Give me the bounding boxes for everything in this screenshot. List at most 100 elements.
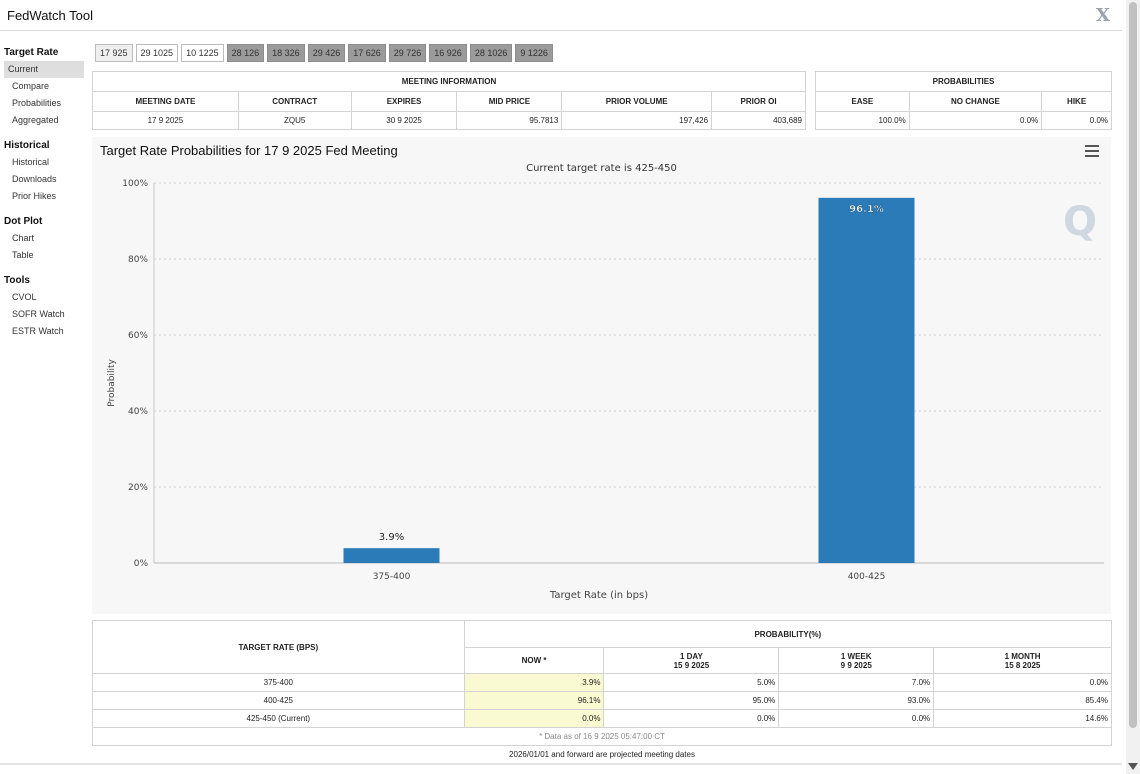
now-label: NOW *	[521, 656, 547, 665]
column-header: CONTRACT	[237, 91, 352, 112]
column-header: EXPIRES	[350, 91, 458, 112]
table-row: 17 9 2025 ZQU5 30 9 2025 95.7813 197,426…	[92, 111, 806, 130]
title-bar: FedWatch Tool X	[0, 0, 1122, 31]
y-tick-label: 40%	[128, 407, 148, 417]
rate-cell: 425-450 (Current)	[92, 709, 465, 728]
contract-cell: ZQU5	[237, 111, 352, 130]
probability-column-header: PROBABILITY(%)	[463, 620, 1113, 648]
column-header: PRIOR OI	[711, 91, 806, 112]
bottom-divider	[0, 763, 1122, 765]
now-column-header: NOW *	[463, 647, 605, 674]
tab-meeting-date[interactable]: 28 1026	[469, 44, 513, 62]
table-row: 375-400 3.9% 5.0% 7.0% 0.0%	[92, 673, 1112, 692]
sidebar-item-historical[interactable]: Historical	[12, 157, 50, 167]
close-icon[interactable]: X	[1096, 5, 1110, 26]
bar-data-label: 3.9%	[379, 532, 404, 543]
one-month-column-header: 1 MONTH 15 8 2025	[933, 647, 1112, 674]
chart-subtitle: Current target rate is 425-450	[526, 163, 677, 174]
expires-cell: 30 9 2025	[350, 111, 458, 130]
mid-price-cell: 95.7813	[456, 111, 563, 130]
sidebar-item-compare[interactable]: Compare	[12, 81, 50, 91]
hike-cell: 0.0%	[1041, 111, 1112, 130]
column-header: NO CHANGE	[908, 91, 1043, 112]
chart-menu-icon[interactable]	[1085, 145, 1099, 157]
scroll-down-arrow-icon[interactable]	[1128, 763, 1138, 770]
q-watermark-logo: Q	[1063, 199, 1097, 245]
meeting-info-header: MEETING INFORMATION	[92, 71, 806, 92]
now-cell: 3.9%	[463, 673, 605, 692]
probability-chart: Target Rate Probabilities for 17 9 2025 …	[92, 137, 1111, 614]
y-tick-label: 80%	[128, 255, 148, 265]
table-row: 425-450 (Current) 0.0% 0.0% 0.0% 14.6%	[92, 709, 1112, 728]
sidebar-item-sofr-watch[interactable]: SOFR Watch	[12, 309, 65, 319]
sidebar-heading-target-rate: Target Rate	[4, 47, 59, 58]
rate-cell: 375-400	[92, 673, 465, 692]
tab-meeting-date[interactable]: 9 1226	[515, 44, 553, 62]
ease-cell: 100.0%	[815, 111, 910, 130]
y-tick-label: 20%	[128, 483, 148, 493]
one-day-cell: 0.0%	[603, 709, 780, 728]
y-axis-title: Probability	[107, 359, 117, 407]
y-tick-label: 60%	[128, 331, 148, 341]
sidebar-item-cvol[interactable]: CVOL	[12, 292, 37, 302]
now-cell: 96.1%	[463, 691, 605, 710]
sidebar-item-prior-hikes[interactable]: Prior Hikes	[12, 191, 57, 201]
meeting-date-cell: 17 9 2025	[92, 111, 239, 130]
sidebar-heading-historical: Historical	[4, 140, 50, 151]
one-day-column-header: 1 DAY 15 9 2025	[603, 647, 780, 674]
bar	[818, 197, 915, 563]
x-axis-title: Target Rate (in bps)	[549, 590, 648, 601]
tab-meeting-date[interactable]: 28 126	[226, 44, 265, 62]
y-tick-label: 100%	[122, 179, 148, 189]
prior-volume-cell: 197,426	[561, 111, 713, 130]
tab-meeting-date[interactable]: 17 626	[348, 44, 386, 62]
tab-meeting-date[interactable]: 17 925	[95, 44, 133, 62]
one-day-label: 1 DAY	[679, 651, 703, 661]
bar-data-label: 96.1%	[849, 204, 884, 215]
chart-title: Target Rate Probabilities for 17 9 2025 …	[100, 143, 398, 158]
y-tick-label: 0%	[134, 559, 149, 569]
no-change-cell: 0.0%	[908, 111, 1043, 130]
vertical-scrollbar[interactable]	[1126, 0, 1140, 774]
table-row: 100.0% 0.0% 0.0%	[815, 111, 1112, 130]
tab-meeting-date[interactable]: 29 426	[307, 44, 346, 62]
one-month-cell: 14.6%	[933, 709, 1112, 728]
tab-meeting-date[interactable]: 16 926	[429, 44, 467, 62]
column-header: EASE	[815, 91, 910, 112]
bar	[343, 548, 440, 563]
column-header: PRIOR VOLUME	[561, 91, 713, 112]
column-header: MID PRICE	[456, 91, 563, 112]
tab-meeting-date[interactable]: 29 1025	[135, 44, 179, 62]
target-rate-table: TARGET RATE (BPS) PROBABILITY(%) NOW * 1…	[92, 620, 1113, 746]
one-week-column-header: 1 WEEK 9 9 2025	[778, 647, 935, 674]
one-week-cell: 93.0%	[778, 691, 935, 710]
one-month-label: 1 MONTH	[1004, 651, 1041, 661]
sidebar-item-probabilities[interactable]: Probabilities	[12, 98, 62, 108]
one-month-cell: 85.4%	[933, 691, 1112, 710]
sidebar-item-downloads[interactable]: Downloads	[12, 174, 57, 184]
sidebar-item-current[interactable]: Current	[4, 61, 84, 78]
chart-plot: 0% 20% 40% 60% 80% 100% 3.9% 375-400 96.1% 400-42…	[107, 179, 1104, 601]
one-week-label: 1 WEEK	[840, 651, 872, 661]
data-timestamp-note: * Data as of 16 9 2025 05:47:00 CT	[92, 727, 1112, 746]
sidebar-heading-dot-plot: Dot Plot	[4, 216, 43, 227]
one-day-date: 15 9 2025	[673, 660, 710, 670]
sidebar-item-chart[interactable]: Chart	[12, 233, 35, 243]
tab-meeting-date[interactable]: 18 326	[267, 44, 305, 62]
one-week-cell: 0.0%	[778, 709, 935, 728]
table-row: 400-425 96.1% 95.0% 93.0% 85.4%	[92, 691, 1112, 710]
sidebar-nav: Target Rate Current Compare Probabilitie…	[0, 44, 88, 340]
column-header: MEETING DATE	[92, 91, 239, 112]
sidebar-item-table[interactable]: Table	[12, 250, 34, 260]
tab-meeting-date[interactable]: 10 1225	[181, 44, 224, 62]
x-tick-label: 375-400	[373, 572, 411, 582]
sidebar-item-aggregated[interactable]: Aggregated	[12, 115, 59, 125]
x-tick-label: 400-425	[848, 572, 886, 582]
one-day-cell: 95.0%	[603, 691, 780, 710]
prior-oi-cell: 403,689	[711, 111, 806, 130]
tab-meeting-date[interactable]: 29 726	[388, 44, 427, 62]
scrollbar-thumb[interactable]	[1129, 2, 1137, 728]
sidebar-item-estr-watch[interactable]: ESTR Watch	[12, 326, 64, 336]
one-week-date: 9 9 2025	[840, 660, 872, 670]
